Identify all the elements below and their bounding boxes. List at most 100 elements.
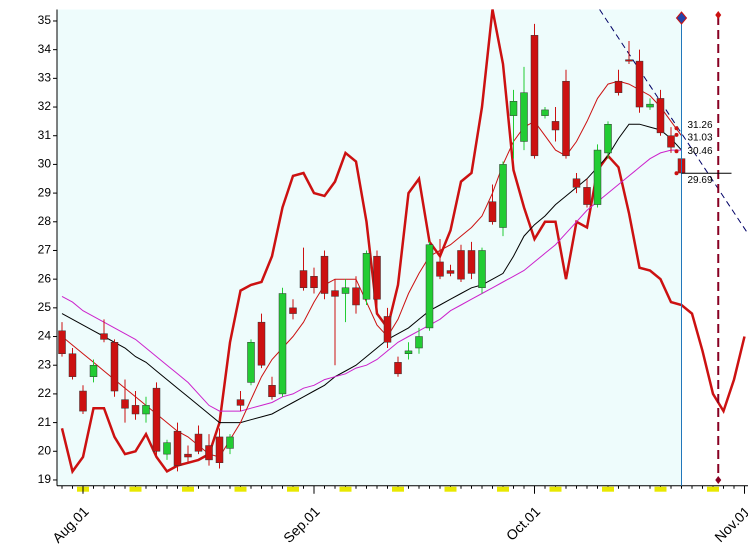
moving-average-line — [61, 80, 682, 458]
candle-body — [488, 201, 497, 223]
candle-body — [278, 293, 287, 395]
candle-body — [635, 60, 644, 108]
candle-body — [520, 92, 528, 142]
y-tick-label: 32 — [38, 99, 52, 113]
candle-body — [100, 333, 108, 340]
candle-body — [467, 250, 476, 274]
y-tick-label: 23 — [38, 357, 52, 371]
price-dot — [674, 149, 679, 154]
y-tick-label: 30 — [38, 157, 52, 171]
candle-body — [614, 80, 623, 93]
price-label: 31.03 — [688, 133, 713, 144]
candle-body — [184, 453, 192, 458]
candle-body — [373, 255, 381, 300]
candle-body — [604, 123, 612, 154]
candle-body — [257, 321, 266, 366]
x-tick-label: Sep.01 — [280, 503, 323, 546]
moving-average-line — [61, 149, 682, 412]
candle-body — [593, 149, 602, 205]
y-tick-label: 20 — [38, 443, 52, 457]
candle-body — [121, 399, 129, 409]
candle-body — [299, 270, 308, 289]
y-tick-label: 35 — [38, 13, 52, 27]
week-marker — [707, 486, 719, 492]
candle-body — [310, 276, 318, 289]
candle-body — [58, 330, 66, 354]
week-marker — [392, 486, 404, 492]
candle-body — [656, 98, 665, 134]
x-tick-label: Oct.01 — [503, 503, 544, 544]
week-marker — [497, 486, 509, 492]
candle-body — [247, 342, 255, 383]
candle-body — [572, 178, 581, 188]
candle-body — [320, 255, 329, 294]
price-label: 31.26 — [688, 120, 713, 131]
candle-body — [509, 101, 518, 116]
week-marker — [287, 486, 299, 492]
candle-body — [541, 109, 549, 116]
price-dot — [674, 126, 679, 131]
candle-body — [341, 287, 350, 294]
oscillator-line — [60, 9, 746, 475]
candle-body — [457, 250, 465, 280]
y-tick-label: 24 — [38, 329, 52, 343]
y-tick-label: 34 — [38, 42, 52, 56]
y-tick-label: 33 — [38, 71, 52, 85]
y-tick-label: 19 — [38, 472, 52, 486]
candle-body — [530, 35, 539, 157]
candle-body — [215, 436, 224, 464]
candle-body — [646, 103, 654, 108]
candle-body — [142, 405, 150, 415]
candle-body — [425, 244, 434, 329]
candle-body — [436, 261, 444, 277]
y-tick-label: 21 — [38, 415, 52, 429]
week-marker — [549, 486, 562, 492]
candle-body — [205, 445, 213, 461]
candle-body — [394, 362, 402, 375]
candle-body — [415, 336, 423, 349]
candle-body — [362, 253, 371, 300]
price-dot — [674, 171, 679, 176]
candle-body — [478, 250, 486, 289]
x-tick-label: Aug.01 — [49, 503, 92, 546]
price-label: 29.69 — [688, 175, 713, 186]
x-tick-label: Nov.01 — [711, 503, 748, 545]
y-tick-label: 29 — [38, 185, 52, 199]
projection-diamond — [715, 11, 722, 19]
y-tick-label: 22 — [38, 386, 52, 400]
candle-body — [89, 364, 98, 377]
week-marker — [339, 486, 352, 492]
y-tick-label: 28 — [38, 214, 52, 228]
week-marker — [129, 486, 142, 492]
candle-body — [194, 433, 203, 452]
y-tick-label: 26 — [38, 271, 52, 285]
candle-body — [331, 290, 339, 297]
y-tick-label: 25 — [38, 300, 52, 314]
candle-body — [79, 390, 87, 412]
candle-body — [131, 405, 140, 415]
candle-body — [173, 430, 182, 466]
y-tick-label: 27 — [38, 243, 52, 257]
candle-body — [68, 353, 77, 377]
candle-body — [289, 307, 297, 314]
candle-body — [404, 350, 413, 354]
week-marker — [234, 486, 247, 492]
candle-body — [152, 387, 161, 452]
candle-body — [110, 342, 119, 392]
week-marker — [182, 486, 194, 492]
candle-body — [226, 436, 234, 449]
price-dot — [674, 132, 679, 137]
price-label: 30.46 — [688, 146, 713, 157]
candle-body — [352, 287, 360, 306]
y-tick-label: 31 — [38, 128, 52, 142]
candle-body — [551, 121, 560, 131]
candle-body — [562, 80, 570, 157]
candle-body — [163, 442, 171, 455]
candle-body — [236, 399, 245, 406]
candle-body — [583, 187, 591, 205]
candle-body — [446, 270, 455, 274]
current-diamond — [675, 11, 688, 25]
candle-body — [268, 385, 276, 398]
